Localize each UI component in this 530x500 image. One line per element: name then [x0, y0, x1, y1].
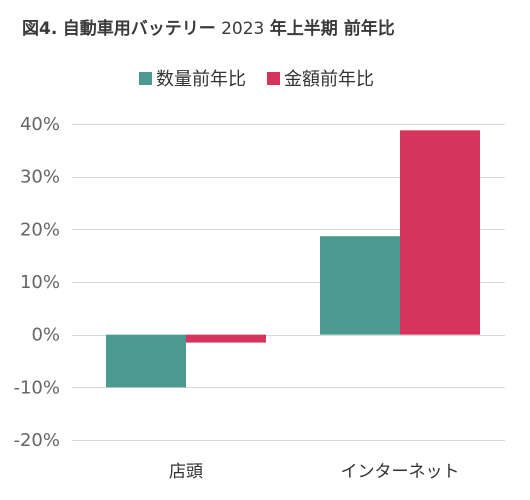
y-tick-label: 10% — [20, 272, 60, 293]
y-axis-ticks: 40% 30% 20% 10% 0% -10% -20% — [13, 114, 60, 451]
y-tick-label: -10% — [13, 377, 60, 398]
title-main: 自動車用バッテリー — [63, 18, 216, 39]
y-tick-label: 40% — [20, 114, 60, 135]
legend: 数量前年比 金額前年比 — [139, 69, 374, 90]
y-tick-label: 0% — [31, 325, 60, 346]
bars — [106, 130, 480, 388]
legend-swatch-amount — [267, 72, 280, 85]
title-prefix: 図4. — [22, 19, 57, 39]
x-category-label: 店頭 — [169, 462, 203, 482]
legend-swatch-quantity — [139, 72, 152, 85]
legend-label-quantity: 数量前年比 — [156, 69, 246, 90]
chart-title: 図4. 自動車用バッテリー 2023 年上半期 前年比 — [22, 18, 395, 39]
y-tick-label: 20% — [20, 219, 60, 240]
y-tick-label: 30% — [20, 167, 60, 188]
title-suffix: 年上半期 前年比 — [270, 18, 395, 39]
legend-label-amount: 金額前年比 — [284, 69, 374, 90]
y-tick-label: -20% — [13, 430, 60, 451]
bar-amount-1 — [400, 130, 480, 335]
x-axis-categories: 店頭 インターネット — [169, 462, 460, 482]
bar-quantity-1 — [320, 236, 400, 335]
x-category-label: インターネット — [341, 462, 460, 482]
bar-quantity-0 — [106, 334, 186, 388]
title-year: 2023 — [221, 19, 264, 39]
bar-amount-0 — [186, 334, 266, 343]
